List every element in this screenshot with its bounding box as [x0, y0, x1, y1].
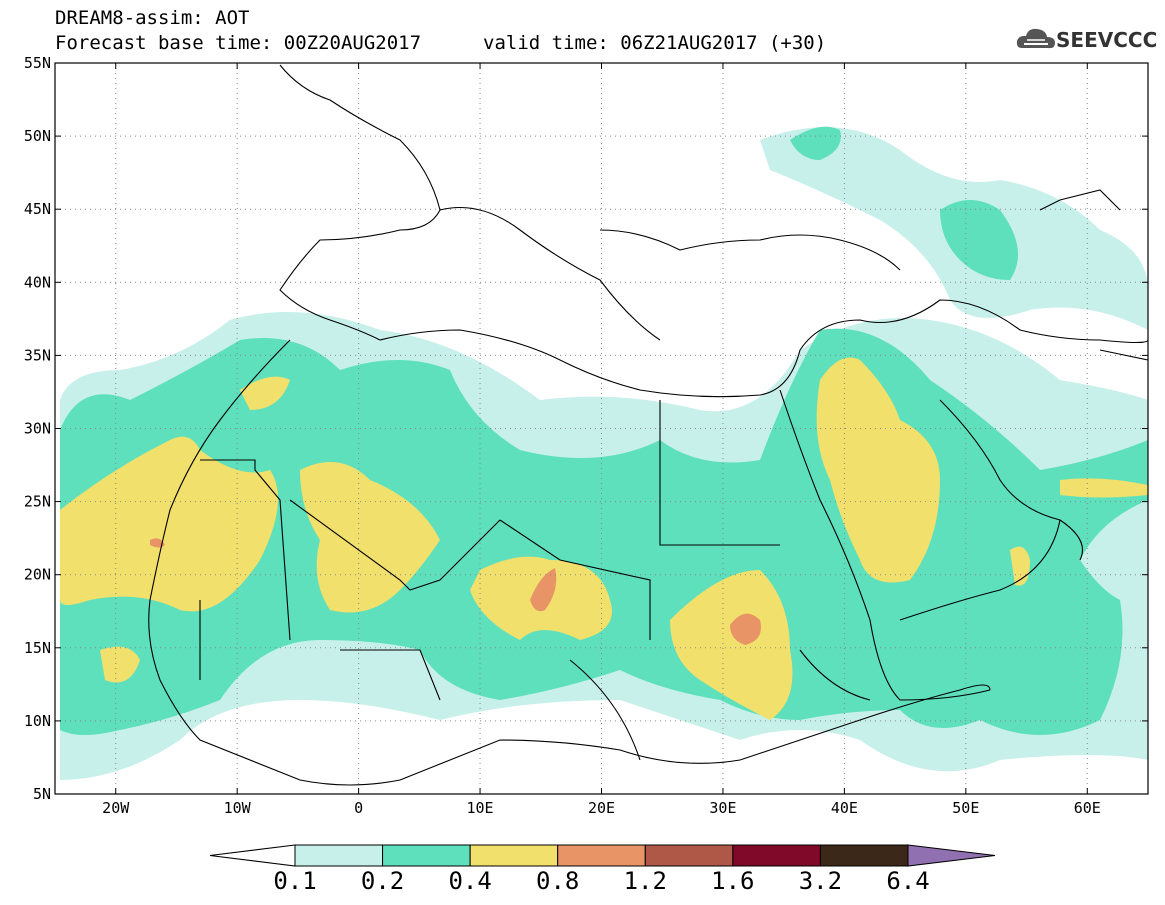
- colorbar-swatch: [557, 844, 646, 867]
- lon-label: 20E: [588, 799, 615, 817]
- valid-time: valid time: 06Z21AUG2017 (+30): [483, 32, 827, 54]
- colorbar-high-extension: [907, 844, 996, 867]
- logo-text: SEEVCCC: [1056, 28, 1158, 52]
- map-title: DREAM8-assim: AOT: [55, 7, 250, 29]
- aot-field: [60, 126, 1148, 780]
- lat-label: 20N: [24, 566, 51, 584]
- lon-label: 20W: [102, 799, 130, 817]
- lon-label: 0: [354, 799, 363, 817]
- colorbar-label: 0.1: [273, 867, 317, 895]
- lon-label: 50E: [952, 799, 979, 817]
- lon-axis: 20W 10W 0 10E 20E 30E 40E 50E 60E: [102, 63, 1101, 817]
- lon-label: 40E: [831, 799, 858, 817]
- colorbar-swatch: [819, 844, 909, 867]
- colorbar-label: 6.4: [886, 867, 930, 895]
- colorbar-label: 1.2: [623, 867, 667, 895]
- colorbar-label: 0.8: [536, 867, 580, 895]
- lat-label: 40N: [24, 273, 51, 291]
- lat-label: 35N: [24, 346, 51, 364]
- seevccc-logo: [1016, 24, 1156, 56]
- lat-label: 5N: [33, 785, 51, 803]
- lat-label: 30N: [24, 420, 51, 438]
- colorbar-label: 3.2: [798, 867, 843, 895]
- lat-label: 55N: [24, 54, 51, 72]
- lat-label: 45N: [24, 200, 51, 218]
- colorbar-label: 1.6: [711, 867, 755, 895]
- lat-label: 50N: [24, 127, 51, 145]
- forecast-base-time: Forecast base time: 00Z20AUG2017: [55, 32, 422, 54]
- lon-label: 10E: [467, 799, 494, 817]
- lat-axis: 55N 50N 45N 40N 35N 30N 25N 20N 15N 10N 5N: [24, 54, 1148, 803]
- lon-label: 30E: [709, 799, 736, 817]
- colorbar-swatch: [382, 844, 471, 867]
- cloud-icon: [1016, 28, 1055, 49]
- colorbar-low-extension: [209, 844, 296, 867]
- colorbar-label: 0.4: [448, 867, 492, 895]
- colorbar-label: 0.2: [360, 867, 405, 895]
- colorbar-swatch: [294, 844, 384, 867]
- lat-label: 10N: [24, 712, 51, 730]
- coastlines: [148, 64, 1148, 786]
- colorbar-swatch: [469, 844, 559, 867]
- colorbar-swatch: [644, 844, 734, 867]
- colorbar-swatch: [732, 844, 821, 867]
- colorbar: [209, 844, 996, 867]
- lat-label: 15N: [24, 639, 51, 657]
- lat-label: 25N: [24, 493, 51, 511]
- lon-label: 10W: [224, 799, 252, 817]
- lon-label: 60E: [1074, 799, 1101, 817]
